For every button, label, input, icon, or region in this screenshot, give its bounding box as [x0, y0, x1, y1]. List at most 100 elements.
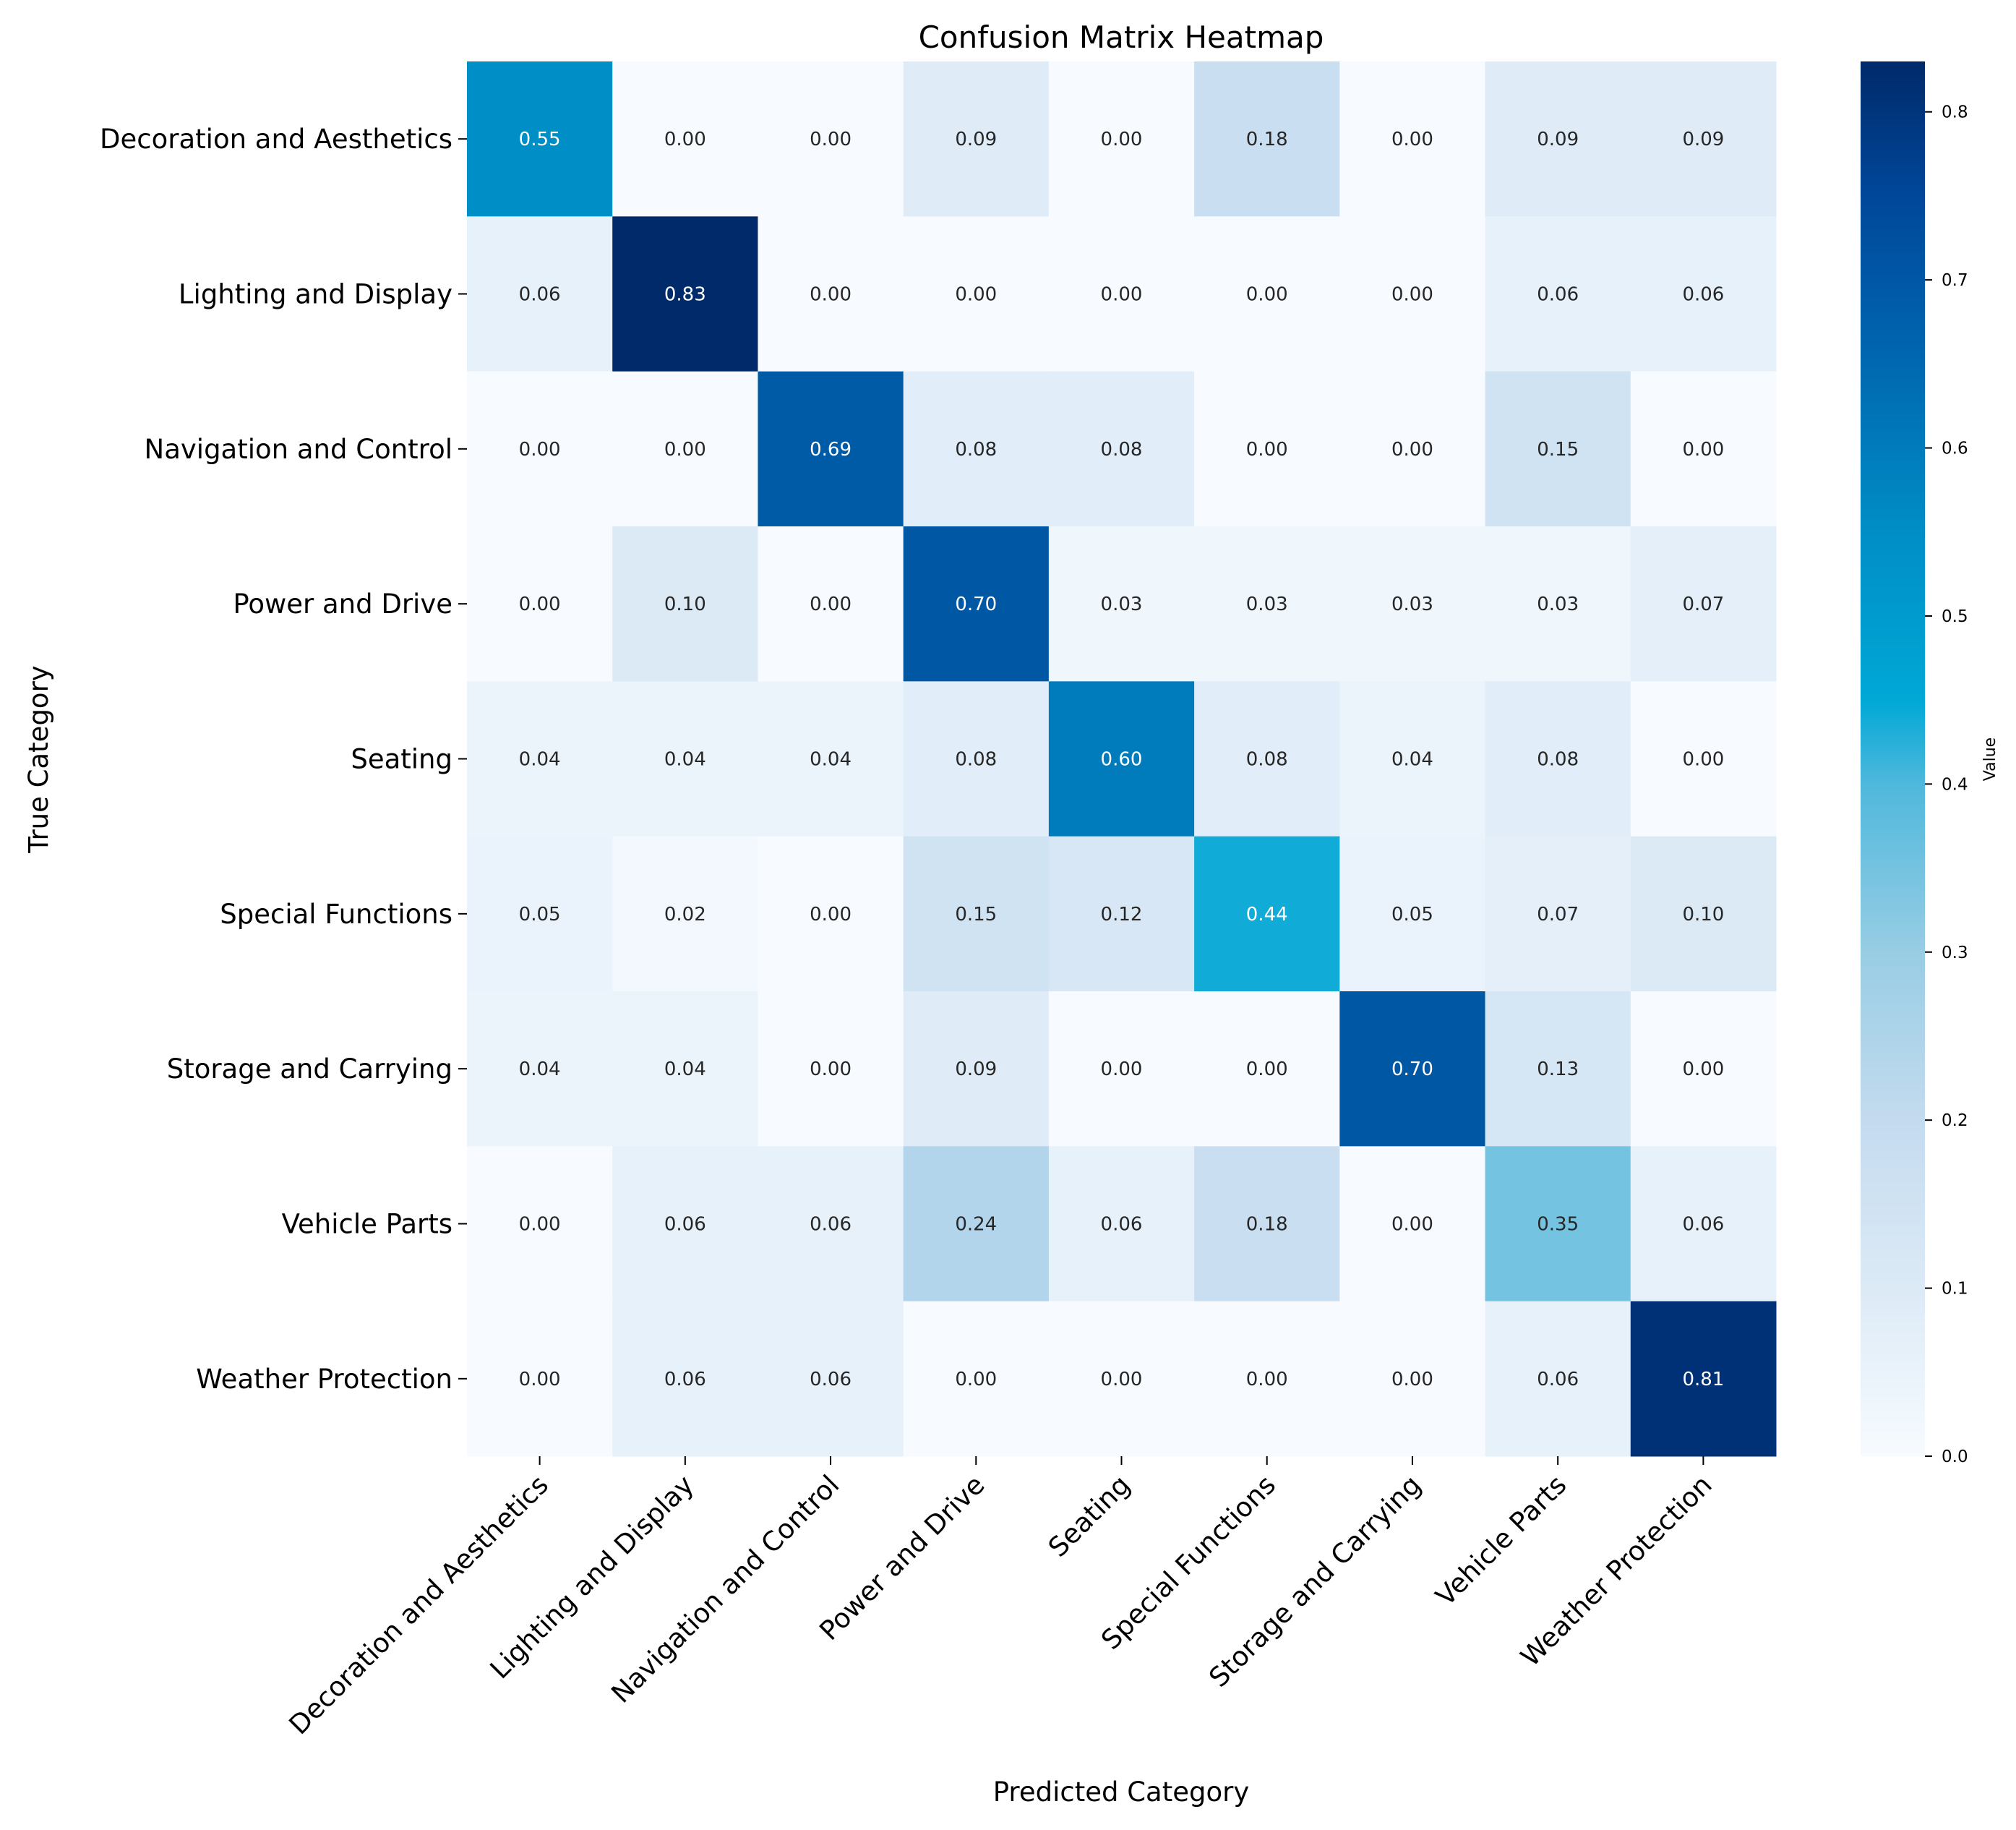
heatmap-cell — [1339, 61, 1486, 217]
cell-value-label: 0.00 — [1246, 284, 1288, 306]
heatmap-cell — [612, 371, 758, 527]
heatmap-cell — [1194, 216, 1340, 372]
heatmap-cell — [1485, 526, 1631, 682]
cell-value-label: 0.00 — [810, 284, 852, 306]
chart-title: Confusion Matrix Heatmap — [919, 20, 1324, 55]
colorbar — [1861, 61, 1925, 1456]
y-tick-label: Special Functions — [220, 899, 452, 930]
cell-value-label: 0.81 — [1682, 1369, 1724, 1390]
cell-value-label: 0.00 — [1682, 1059, 1724, 1080]
heatmap-cell — [1339, 1301, 1486, 1457]
cell-value-label: 0.03 — [1246, 594, 1288, 615]
cell-value-label: 0.07 — [1682, 594, 1724, 615]
x-tick-label: Seating — [1042, 1469, 1136, 1563]
cell-value-label: 0.83 — [664, 284, 706, 306]
colorbar-tick-label: 0.8 — [1942, 103, 1968, 122]
heatmap-cell — [467, 216, 613, 372]
heatmap-cell — [1339, 991, 1486, 1147]
colorbar-tick-label: 0.6 — [1942, 440, 1968, 458]
heatmap-cell — [467, 371, 613, 527]
cell-value-label: 0.09 — [955, 129, 997, 150]
heatmap-cell — [758, 1301, 904, 1457]
y-tick-label: Storage and Carrying — [167, 1053, 452, 1085]
heatmap-cell — [758, 371, 904, 527]
heatmap-cell — [467, 681, 613, 837]
cell-value-label: 0.12 — [1101, 904, 1143, 925]
cell-value-label: 0.04 — [519, 1059, 561, 1080]
x-tick-label: Vehicle Parts — [1430, 1469, 1573, 1612]
colorbar-tick-label: 0.5 — [1942, 607, 1968, 626]
cell-value-label: 0.09 — [955, 1059, 997, 1080]
cell-value-label: 0.00 — [1391, 129, 1433, 150]
cell-value-label: 0.08 — [955, 439, 997, 461]
cell-value-label: 0.15 — [1537, 439, 1579, 461]
heatmap-cell — [758, 836, 904, 992]
cell-value-label: 0.55 — [519, 129, 561, 150]
y-tick-label: Decoration and Aesthetics — [100, 124, 452, 155]
heatmap-cell — [1194, 371, 1340, 527]
heatmap-cell — [1339, 836, 1486, 992]
cell-value-label: 0.05 — [1391, 904, 1433, 925]
heatmap-cell — [1194, 681, 1340, 837]
cell-value-label: 0.08 — [1537, 749, 1579, 771]
heatmap-cell — [1048, 991, 1195, 1147]
cell-value-label: 0.04 — [519, 749, 561, 771]
heatmap-cell — [1339, 1146, 1486, 1302]
cell-value-label: 0.00 — [955, 284, 997, 306]
cell-value-label: 0.06 — [664, 1369, 706, 1390]
cell-value-label: 0.06 — [1537, 284, 1579, 306]
y-axis-label: True Category — [23, 665, 54, 853]
cell-value-label: 0.08 — [1101, 439, 1143, 461]
cell-value-label: 0.06 — [1682, 284, 1724, 306]
heatmap-cell — [758, 991, 904, 1147]
cell-value-label: 0.00 — [1101, 1369, 1143, 1390]
heatmap-cell — [467, 1146, 613, 1302]
heatmap-cell — [903, 216, 1050, 372]
cell-value-label: 0.13 — [1537, 1059, 1579, 1080]
colorbar-tick-label: 0.3 — [1942, 944, 1968, 962]
cell-value-label: 0.00 — [1246, 1369, 1288, 1390]
heatmap-cell — [903, 526, 1050, 682]
heatmap-cell — [1485, 216, 1631, 372]
cell-value-label: 0.06 — [810, 1214, 852, 1236]
heatmap-cell — [1630, 371, 1777, 527]
cell-value-label: 0.05 — [519, 904, 561, 925]
y-tick-labels: Decoration and Aesthetics Lighting and Di… — [100, 124, 467, 1395]
heatmap-cell — [1048, 371, 1195, 527]
cell-value-label: 0.03 — [1537, 594, 1579, 615]
heatmap-cell — [1485, 61, 1631, 217]
heatmap-cell — [903, 836, 1050, 992]
cell-value-label: 0.00 — [1682, 749, 1724, 771]
heatmap-cell — [1194, 1146, 1340, 1302]
cell-value-label: 0.06 — [1101, 1214, 1143, 1236]
cell-value-label: 0.08 — [1246, 749, 1288, 771]
cell-value-label: 0.06 — [810, 1369, 852, 1390]
y-tick-label: Weather Protection — [196, 1364, 452, 1395]
colorbar-ticks: 0.0 0.1 0.2 0.3 0.4 0.5 0.6 0.7 0.8 — [1925, 103, 1968, 1466]
y-tick-label: Seating — [351, 744, 452, 775]
heatmap-cell — [467, 836, 613, 992]
cell-value-label: 0.04 — [664, 749, 706, 771]
cell-value-label: 0.69 — [810, 439, 852, 461]
cell-value-label: 0.18 — [1246, 129, 1288, 150]
cell-value-label: 0.00 — [664, 439, 706, 461]
heatmap-cell — [758, 61, 904, 217]
cell-value-label: 0.00 — [1101, 284, 1143, 306]
cell-value-label: 0.24 — [955, 1214, 997, 1236]
heatmap-cell — [1485, 681, 1631, 837]
heatmap-cell — [1048, 216, 1195, 372]
colorbar-tick-label: 0.2 — [1942, 1111, 1968, 1130]
cell-value-label: 0.03 — [1391, 594, 1433, 615]
cell-value-label: 0.06 — [519, 284, 561, 306]
heatmap-cell — [1048, 836, 1195, 992]
cell-value-label: 0.09 — [1682, 129, 1724, 150]
colorbar-tick-label: 0.7 — [1942, 271, 1968, 290]
cell-value-label: 0.10 — [664, 594, 706, 615]
heatmap-cell — [1048, 526, 1195, 682]
cell-value-label: 0.00 — [955, 1369, 997, 1390]
heatmap-cell — [1485, 836, 1631, 992]
heatmap-cell — [758, 681, 904, 837]
heatmap-cell — [903, 61, 1050, 217]
heatmap-cell — [903, 1146, 1050, 1302]
